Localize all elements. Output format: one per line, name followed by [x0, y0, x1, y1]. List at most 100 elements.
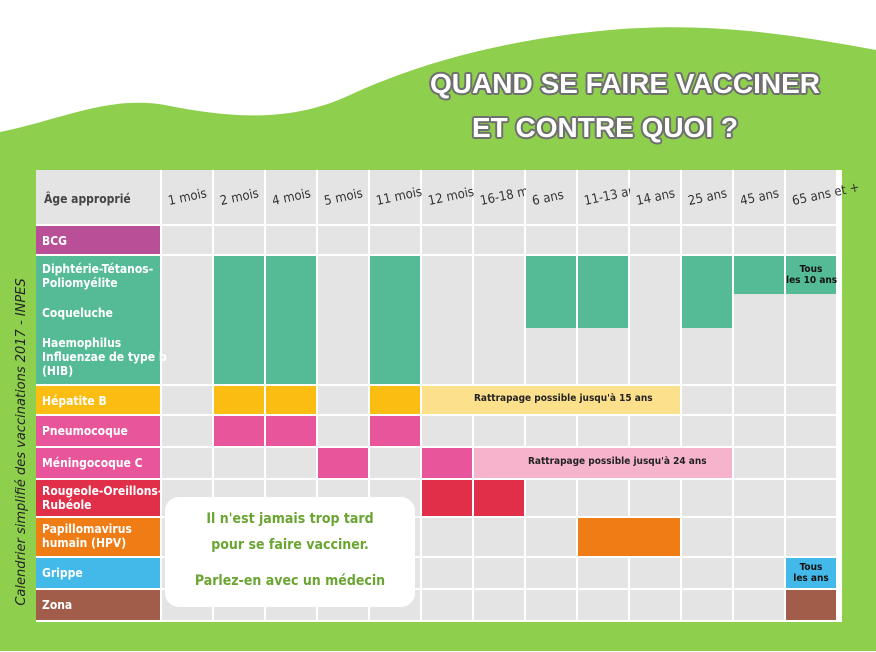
header-cell: [526, 170, 576, 224]
grid-cell: [526, 416, 576, 446]
grid-cell: [474, 256, 524, 384]
grid-cell: [422, 226, 472, 254]
grid-cell: [526, 590, 576, 620]
grid-cell: [786, 448, 836, 478]
grid-cell: [162, 448, 212, 478]
grid-cell: [734, 226, 784, 254]
hpv-bar: [578, 518, 680, 556]
ror-bar: [422, 480, 472, 516]
grid-cell: [578, 558, 628, 588]
grid-cell: [266, 226, 316, 254]
grid-cell: [682, 518, 732, 556]
header-cell: [422, 170, 472, 224]
grid-cell: [630, 226, 680, 254]
grid-cell: [318, 416, 368, 446]
grid-cell: [162, 416, 212, 446]
header-cell: [682, 170, 732, 224]
grid-cell: [734, 558, 784, 588]
grid-cell: [734, 480, 784, 516]
ror-bar: [474, 480, 524, 516]
grid-cell: [578, 590, 628, 620]
grid-cell: [318, 256, 368, 384]
dtp-coq-hib-bar: [370, 256, 420, 384]
row-label: Rougeole-Oreillons- Rubéole: [42, 484, 163, 512]
message-line1: Il n'est jamais trop tard: [206, 511, 374, 527]
message-line3: Parlez-en avec un médecin: [194, 573, 386, 589]
grid-cell: [422, 558, 472, 588]
dtp-bar: [786, 256, 836, 294]
grid-cell: [318, 386, 368, 414]
grid-cell: [266, 448, 316, 478]
grippe-bar: [786, 558, 836, 588]
grid-cell: [214, 448, 264, 478]
grid-cell: [682, 226, 732, 254]
page-title-line1: QUAND SE FAIRE VACCINER: [430, 68, 820, 99]
header-cell: [162, 170, 212, 224]
row-label: Pneumocoque: [42, 424, 128, 438]
header-cell: [318, 170, 368, 224]
row-label-cell: [36, 416, 160, 446]
menc-bar: [318, 448, 368, 478]
grid-cell: [630, 558, 680, 588]
row-label: Haemophilus Influenzae de type b (HIB): [42, 336, 167, 378]
grid-cell: [786, 226, 836, 254]
message-line2: pour se faire vacciner.: [211, 537, 369, 553]
row-label-cell: [36, 448, 160, 478]
grid-cell: [474, 416, 524, 446]
menc-catchup-note: Rattrapage possible jusqu'à 24 ans: [528, 456, 707, 467]
grid-cell: [162, 226, 212, 254]
page-title-line2: ET CONTRE QUOI ?: [472, 112, 738, 143]
grid-cell: [162, 386, 212, 414]
grid-cell: [422, 590, 472, 620]
hepb-bar: [370, 386, 420, 414]
grid-cell: [526, 558, 576, 588]
header-cell: [786, 170, 836, 224]
vaccination-table: Âge approprié 1 mois 2 mois 4 mois 5 mois 11 …: [36, 170, 861, 622]
pneumo-bar: [370, 416, 420, 446]
grid-cell: [526, 226, 576, 254]
dtp-coq-hib-bar: [214, 256, 264, 384]
dtp-coq-bar: [682, 256, 732, 328]
grid-cell: [526, 480, 576, 516]
hepb-catchup-bar: [422, 386, 680, 414]
grid-cell: [630, 256, 680, 384]
row-label-cell: [36, 558, 160, 588]
grid-cell: [474, 558, 524, 588]
message-box: Il n'est jamais trop tard pour se faire …: [165, 497, 415, 607]
grid-cell: [786, 416, 836, 446]
grid-cell: [162, 256, 212, 384]
grid-cell: [422, 518, 472, 556]
grid-cell: [630, 416, 680, 446]
grid-cell: [630, 590, 680, 620]
grid-cell: [682, 558, 732, 588]
grid-cell: [734, 448, 784, 478]
grid-cell: [422, 416, 472, 446]
grid-cell: [734, 518, 784, 556]
header-cell: [630, 170, 680, 224]
row-label: Hépatite B: [42, 394, 107, 408]
row-label: Coqueluche: [42, 306, 113, 320]
dtp-bar: [734, 256, 784, 294]
grid-cell: [682, 386, 732, 414]
grid-cell: [422, 256, 472, 384]
grid-cell: [370, 448, 420, 478]
grid-cell: [786, 480, 836, 516]
corner-label: Âge approprié: [44, 192, 131, 206]
pneumo-bar: [214, 416, 264, 446]
grid-cell: [474, 590, 524, 620]
grid-cell: [370, 226, 420, 254]
pneumo-bar: [266, 416, 316, 446]
menc-catchup-bar: [474, 448, 732, 478]
zona-bar: [786, 590, 836, 620]
hepb-bar: [214, 386, 264, 414]
every-10-years-note: Tous les 10 ans: [786, 264, 838, 286]
dtp-coq-bar: [578, 256, 628, 328]
hepb-catchup-note: Rattrapage possible jusqu'à 15 ans: [474, 393, 653, 404]
grid-cell: [786, 386, 836, 414]
dtp-coq-hib-bar: [266, 256, 316, 384]
grid-cell: [214, 226, 264, 254]
grid-cell: [526, 518, 576, 556]
header-corner-cell: [36, 170, 160, 224]
every-year-note: Tous les ans: [793, 562, 829, 584]
row-label: Grippe: [42, 566, 83, 580]
